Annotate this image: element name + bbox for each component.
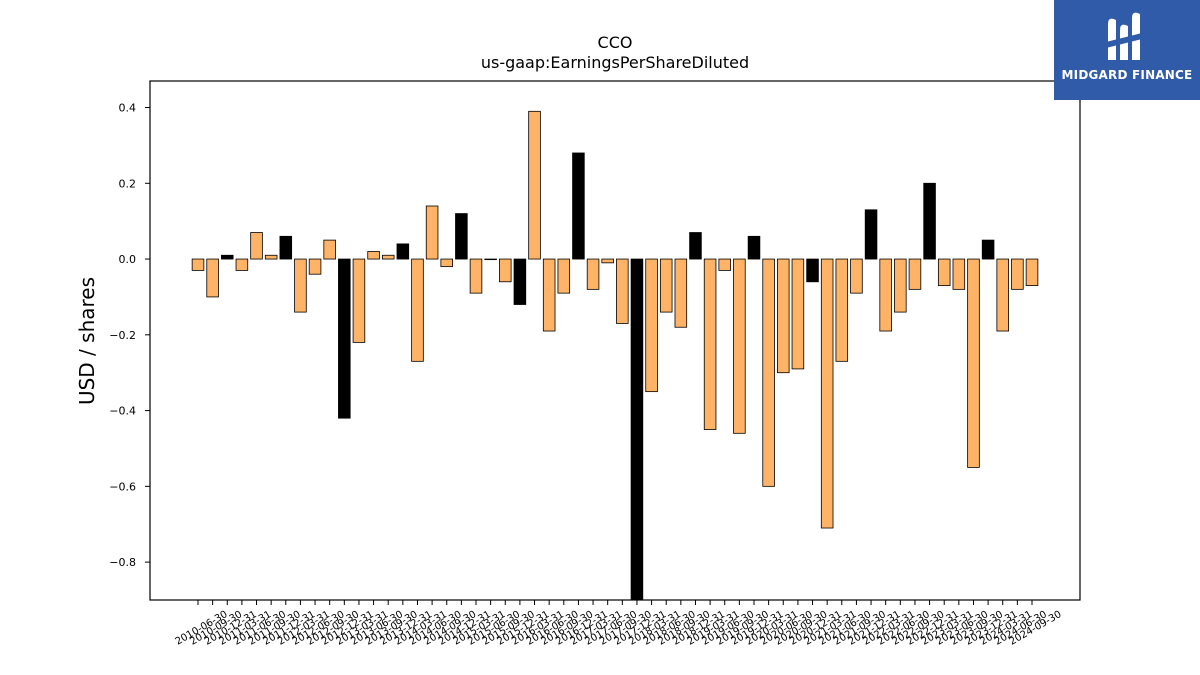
brand-logo: MIDGARD FINANCE: [1054, 0, 1200, 100]
bar-2012-09-30: [323, 239, 336, 260]
bar-2022-06-30: [894, 258, 907, 313]
bar-2017-12-31: [630, 258, 644, 601]
bar-2016-09-30: [557, 258, 571, 294]
logo-text: MIDGARD FINANCE: [1061, 68, 1193, 82]
bar-2016-03-31: [528, 110, 541, 260]
bar-2014-09-30: [440, 258, 453, 268]
y-tick-label: −0.8: [109, 556, 136, 569]
bar-2013-06-30: [367, 251, 380, 260]
bar-2014-06-30: [425, 205, 439, 260]
bar-2019-09-30: [733, 258, 746, 434]
bar-2012-12-31: [338, 258, 351, 419]
y-tick-label: 0.2: [119, 177, 137, 190]
bar-2019-03-31: [703, 258, 717, 430]
bar-2023-09-30: [967, 258, 980, 468]
bar-2020-09-30: [791, 258, 805, 370]
bar-2017-03-31: [586, 258, 600, 290]
bar-2010-06-30: [191, 258, 205, 271]
bar-2013-12-31: [396, 243, 410, 260]
bar-2018-03-31: [645, 258, 658, 393]
bar-2024-06-30: [1011, 258, 1024, 290]
bar-2022-09-30: [908, 258, 922, 290]
bar-2017-09-30: [616, 258, 629, 324]
bar-2012-03-31: [294, 258, 307, 313]
bar-2024-03-31: [996, 258, 1009, 332]
bar-2010-09-30: [206, 258, 219, 298]
chart-subtitle: us-gaap:EarningsPerShareDiluted: [481, 53, 749, 72]
bar-2011-03-31: [235, 258, 249, 271]
bar-2013-09-30: [381, 254, 395, 260]
bar-2016-12-31: [572, 152, 585, 260]
bar-2020-12-31: [806, 258, 819, 283]
bar-2020-06-30: [777, 258, 790, 374]
bar-2021-09-30: [850, 258, 863, 294]
bar-2023-06-30: [952, 258, 966, 290]
bar-2020-03-31: [762, 258, 775, 487]
bar-2024-09-30: [1025, 258, 1039, 286]
bar-2018-09-30: [674, 258, 688, 328]
bar-2015-12-31: [513, 258, 527, 305]
bar-2019-12-31: [747, 235, 761, 260]
bar-2018-06-30: [659, 258, 673, 313]
bar-2011-06-30: [250, 232, 263, 260]
chart-title: CCO: [598, 33, 633, 52]
y-tick-label: −0.2: [109, 329, 136, 342]
y-tick-label: 0.4: [119, 102, 137, 115]
y-tick-label: −0.4: [109, 405, 136, 418]
bar-2015-09-30: [499, 258, 512, 283]
bar-2018-12-31: [689, 232, 702, 260]
bar-2012-06-30: [308, 258, 322, 275]
bar-2010-12-31: [221, 254, 234, 260]
bar-2015-06-30: [484, 258, 497, 261]
bar-2021-06-30: [835, 258, 849, 362]
midgard-logo-icon: [1106, 12, 1146, 61]
bar-2022-12-31: [923, 182, 936, 260]
bar-2023-12-31: [981, 239, 995, 260]
bar-2015-03-31: [469, 258, 483, 294]
bar-2013-03-31: [352, 258, 366, 343]
bar-2011-09-30: [264, 254, 278, 260]
bar-2019-06-30: [718, 258, 731, 271]
y-tick-label: 0.0: [119, 253, 137, 266]
bar-2023-03-31: [937, 258, 951, 286]
bar-2016-06-30: [542, 258, 556, 332]
bar-2021-03-31: [820, 258, 834, 529]
bar-2017-06-30: [601, 258, 614, 264]
bar-2014-03-31: [411, 258, 424, 362]
y-axis-label: USD / shares: [75, 277, 99, 405]
bar-2011-12-31: [279, 235, 293, 260]
bar-2022-03-31: [879, 258, 892, 332]
plot-area-frame: [149, 80, 1081, 601]
bar-2014-12-31: [455, 213, 468, 260]
y-tick-label: −0.6: [109, 480, 136, 493]
bar-2021-12-31: [864, 209, 878, 260]
